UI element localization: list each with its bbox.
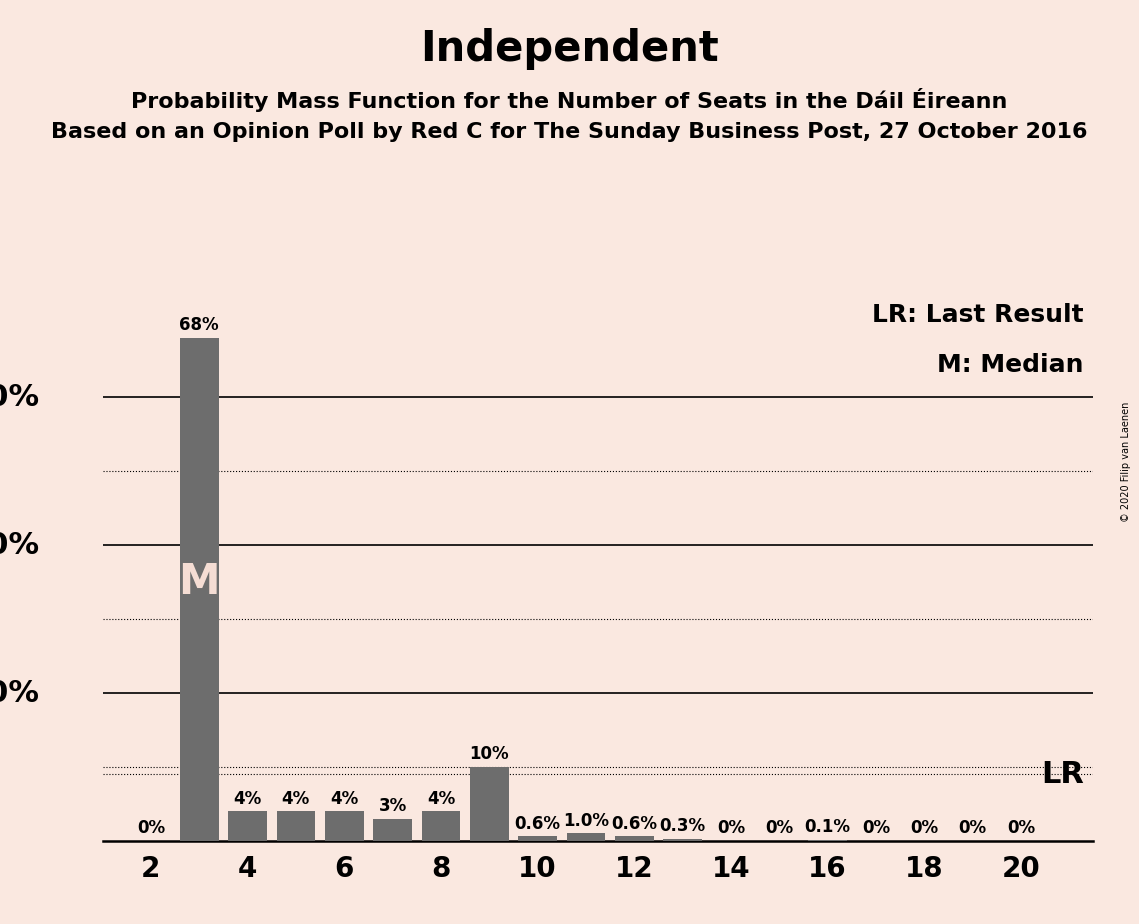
Text: 0.1%: 0.1% <box>804 819 851 836</box>
Bar <box>228 811 267 841</box>
Bar <box>374 819 412 841</box>
Text: LR: LR <box>1041 760 1084 789</box>
Text: © 2020 Filip van Laenen: © 2020 Filip van Laenen <box>1121 402 1131 522</box>
Bar <box>566 833 605 841</box>
Text: M: Median: M: Median <box>937 353 1083 377</box>
Text: 3%: 3% <box>378 797 407 815</box>
Text: 60%: 60% <box>0 383 40 412</box>
Text: 68%: 68% <box>179 317 219 334</box>
Text: 0%: 0% <box>862 820 890 837</box>
Bar <box>470 767 508 841</box>
Text: 0%: 0% <box>959 820 986 837</box>
Text: 0.3%: 0.3% <box>659 817 706 835</box>
Bar <box>663 839 702 841</box>
Bar <box>325 811 363 841</box>
Text: Independent: Independent <box>420 28 719 69</box>
Text: 0.6%: 0.6% <box>515 815 560 833</box>
Text: 0%: 0% <box>137 820 165 837</box>
Bar <box>518 836 557 841</box>
Text: 20%: 20% <box>0 678 40 708</box>
Text: 40%: 40% <box>0 530 40 560</box>
Text: LR: Last Result: LR: Last Result <box>872 303 1083 327</box>
Text: 0.6%: 0.6% <box>612 815 657 833</box>
Text: 0%: 0% <box>765 820 793 837</box>
Text: 4%: 4% <box>330 790 359 808</box>
Text: 0%: 0% <box>716 820 745 837</box>
Text: M: M <box>179 561 220 603</box>
Text: 4%: 4% <box>233 790 262 808</box>
Text: 4%: 4% <box>427 790 454 808</box>
Bar <box>277 811 316 841</box>
Text: Probability Mass Function for the Number of Seats in the Dáil Éireann: Probability Mass Function for the Number… <box>131 88 1008 112</box>
Bar <box>421 811 460 841</box>
Bar <box>615 836 654 841</box>
Text: 0%: 0% <box>1007 820 1035 837</box>
Bar <box>180 338 219 841</box>
Text: 4%: 4% <box>281 790 310 808</box>
Text: 10%: 10% <box>469 746 509 763</box>
Text: 0%: 0% <box>910 820 939 837</box>
Text: 1.0%: 1.0% <box>563 812 609 830</box>
Text: Based on an Opinion Poll by Red C for The Sunday Business Post, 27 October 2016: Based on an Opinion Poll by Red C for Th… <box>51 122 1088 142</box>
